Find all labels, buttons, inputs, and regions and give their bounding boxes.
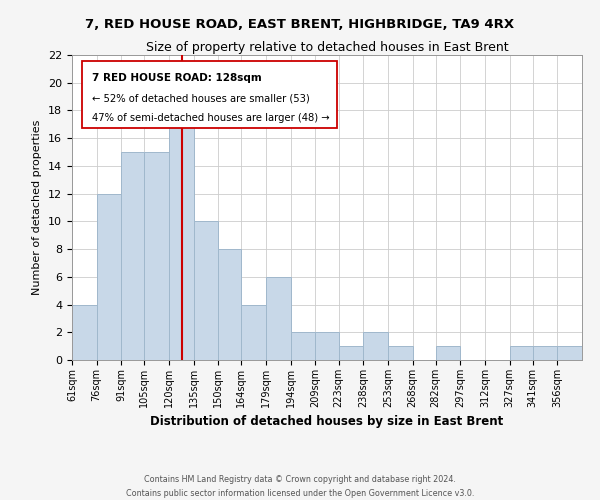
Bar (363, 332, 388, 360)
Bar (338, 346, 363, 360)
FancyBboxPatch shape (82, 61, 337, 128)
Text: 7 RED HOUSE ROAD: 128sqm: 7 RED HOUSE ROAD: 128sqm (92, 74, 262, 84)
Bar (266, 277, 291, 360)
Text: 47% of semi-detached houses are larger (48) →: 47% of semi-detached houses are larger (… (92, 113, 330, 123)
Bar (557, 346, 582, 360)
X-axis label: Distribution of detached houses by size in East Brent: Distribution of detached houses by size … (151, 416, 503, 428)
Bar (241, 304, 266, 360)
Bar (72, 304, 97, 360)
Bar (316, 332, 338, 360)
Y-axis label: Number of detached properties: Number of detached properties (32, 120, 43, 295)
Text: 7, RED HOUSE ROAD, EAST BRENT, HIGHBRIDGE, TA9 4RX: 7, RED HOUSE ROAD, EAST BRENT, HIGHBRIDG… (85, 18, 515, 30)
Bar (533, 346, 557, 360)
Title: Size of property relative to detached houses in East Brent: Size of property relative to detached ho… (146, 41, 508, 54)
Bar (169, 110, 194, 360)
Text: ← 52% of detached houses are smaller (53): ← 52% of detached houses are smaller (53… (92, 93, 310, 103)
Bar (436, 346, 460, 360)
Bar (194, 222, 218, 360)
Bar (97, 194, 121, 360)
Bar (509, 346, 533, 360)
Bar (388, 346, 413, 360)
Bar (121, 152, 145, 360)
Bar (291, 332, 316, 360)
Bar (145, 152, 169, 360)
Text: Contains HM Land Registry data © Crown copyright and database right 2024.
Contai: Contains HM Land Registry data © Crown c… (126, 476, 474, 498)
Bar (218, 249, 241, 360)
